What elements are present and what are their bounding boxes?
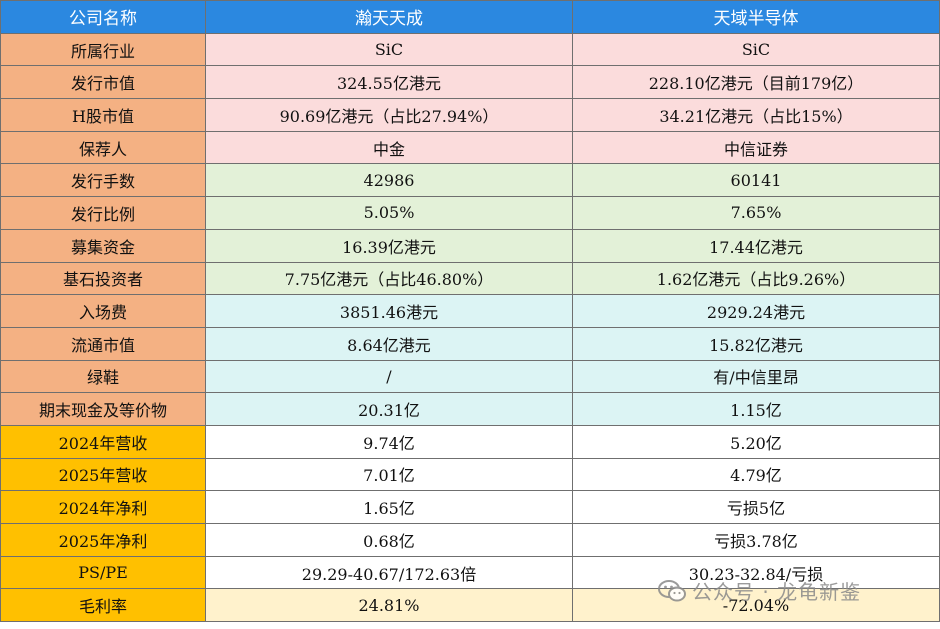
cell-hantian: 42986 [205, 163, 573, 198]
table-row: 募集资金 16.39亿港元 17.44亿港元 [0, 228, 940, 263]
table-row: 所属行业 SiC SiC [0, 32, 940, 67]
row-label: 2024年营收 [0, 424, 206, 459]
row-label: 绿鞋 [0, 359, 206, 394]
cell-hantian: / [205, 359, 573, 394]
row-label: 基石投资者 [0, 261, 206, 296]
cell-tianyu: 34.21亿港元（占比15%） [572, 98, 940, 132]
cell-hantian: 20.31亿 [205, 392, 573, 426]
cell-tianyu: 1.62亿港元（占比9.26%） [572, 261, 940, 296]
header-hantian: 瀚天天成 [205, 0, 573, 34]
cell-hantian: 29.29-40.67/172.63倍 [205, 555, 573, 590]
row-label: 毛利率 [0, 588, 206, 623]
row-label: 所属行业 [0, 32, 206, 67]
table-row: 期末现金及等价物 20.31亿 1.15亿 [0, 392, 940, 426]
table-row: 基石投资者 7.75亿港元（占比46.80%） 1.62亿港元（占比9.26%） [0, 261, 940, 296]
cell-tianyu: 60141 [572, 163, 940, 198]
row-label: 2025年营收 [0, 457, 206, 492]
cell-tianyu: 中信证券 [572, 130, 940, 165]
table-row: 绿鞋 / 有/中信里昂 [0, 359, 940, 394]
row-label: H股市值 [0, 98, 206, 132]
table-row: 发行比例 5.05% 7.65% [0, 196, 940, 230]
row-label: 募集资金 [0, 228, 206, 263]
cell-tianyu: 7.65% [572, 196, 940, 230]
table-row: 流通市值 8.64亿港元 15.82亿港元 [0, 326, 940, 361]
header-company-name: 公司名称 [0, 0, 206, 34]
cell-hantian: 7.75亿港元（占比46.80%） [205, 261, 573, 296]
cell-tianyu: -72.04% [572, 588, 940, 623]
cell-tianyu: 1.15亿 [572, 392, 940, 426]
table-row: H股市值 90.69亿港元（占比27.94%） 34.21亿港元（占比15%） [0, 98, 940, 132]
cell-tianyu: 15.82亿港元 [572, 326, 940, 361]
cell-tianyu: 亏损5亿 [572, 490, 940, 524]
table-row: 2025年净利 0.68亿 亏损3.78亿 [0, 523, 940, 557]
header-tianyu: 天域半导体 [572, 0, 940, 34]
table-row: 2025年营收 7.01亿 4.79亿 [0, 457, 940, 492]
row-label: 入场费 [0, 294, 206, 328]
cell-hantian: 90.69亿港元（占比27.94%） [205, 98, 573, 132]
cell-tianyu: 2929.24港元 [572, 294, 940, 328]
table-row: 发行市值 324.55亿港元 228.10亿港元（目前179亿） [0, 65, 940, 100]
row-label: 流通市值 [0, 326, 206, 361]
table-row: 2024年营收 9.74亿 5.20亿 [0, 424, 940, 459]
cell-hantian: 16.39亿港元 [205, 228, 573, 263]
cell-tianyu: 亏损3.78亿 [572, 523, 940, 557]
cell-hantian: 中金 [205, 130, 573, 165]
cell-hantian: 24.81% [205, 588, 573, 623]
cell-tianyu: 4.79亿 [572, 457, 940, 492]
table-row: 保荐人 中金 中信证券 [0, 130, 940, 165]
table-row: 毛利率 24.81% -72.04% [0, 588, 940, 623]
row-label: 2025年净利 [0, 523, 206, 557]
cell-hantian: 9.74亿 [205, 424, 573, 459]
row-label: 发行手数 [0, 163, 206, 198]
row-label: 发行市值 [0, 65, 206, 100]
row-label: 保荐人 [0, 130, 206, 165]
table-row: 发行手数 42986 60141 [0, 163, 940, 198]
row-label: 发行比例 [0, 196, 206, 230]
table-row: PS/PE 29.29-40.67/172.63倍 30.23-32.84/亏损 [0, 555, 940, 590]
row-label: PS/PE [0, 555, 206, 590]
cell-tianyu: 30.23-32.84/亏损 [572, 555, 940, 590]
cell-hantian: SiC [205, 32, 573, 67]
row-label: 2024年净利 [0, 490, 206, 524]
cell-hantian: 3851.46港元 [205, 294, 573, 328]
cell-hantian: 0.68亿 [205, 523, 573, 557]
row-label: 期末现金及等价物 [0, 392, 206, 426]
header-row: 公司名称 瀚天天成 天域半导体 [0, 0, 940, 34]
cell-hantian: 8.64亿港元 [205, 326, 573, 361]
cell-hantian: 5.05% [205, 196, 573, 230]
cell-tianyu: 5.20亿 [572, 424, 940, 459]
table-row: 入场费 3851.46港元 2929.24港元 [0, 294, 940, 328]
cell-hantian: 324.55亿港元 [205, 65, 573, 100]
table-row: 2024年净利 1.65亿 亏损5亿 [0, 490, 940, 524]
cell-tianyu: SiC [572, 32, 940, 67]
cell-hantian: 7.01亿 [205, 457, 573, 492]
cell-tianyu: 17.44亿港元 [572, 228, 940, 263]
cell-tianyu: 有/中信里昂 [572, 359, 940, 394]
cell-tianyu: 228.10亿港元（目前179亿） [572, 65, 940, 100]
cell-hantian: 1.65亿 [205, 490, 573, 524]
